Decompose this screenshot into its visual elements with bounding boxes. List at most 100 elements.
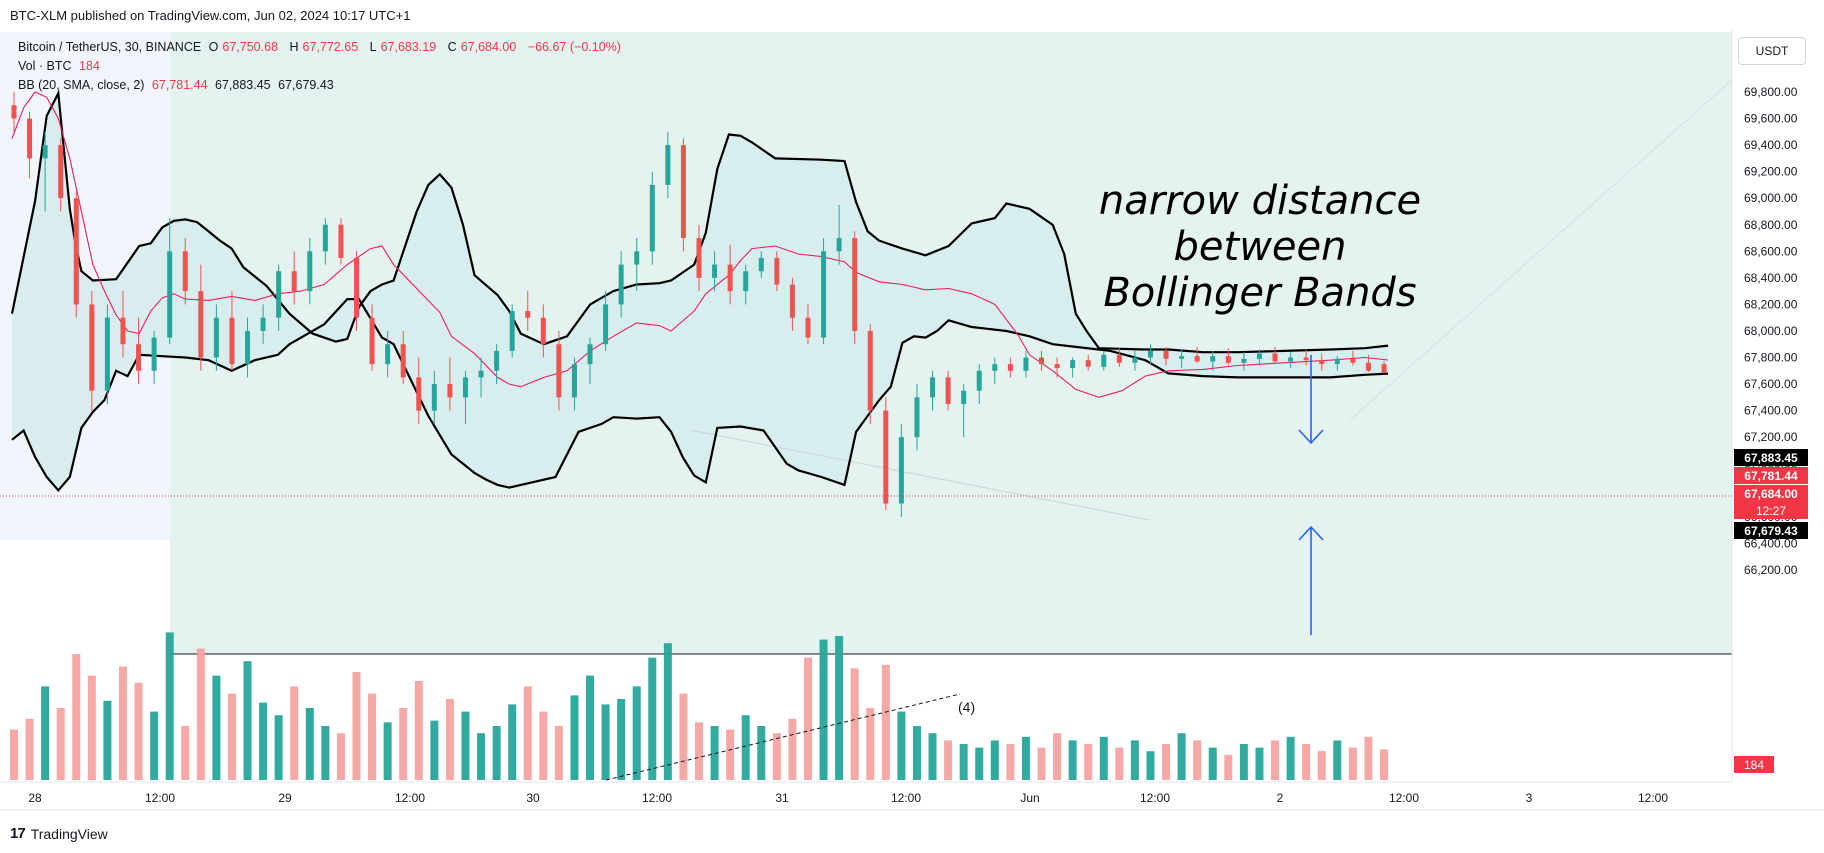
volume-bar: [897, 711, 906, 780]
candle-body: [478, 370, 484, 378]
candle: [758, 251, 764, 278]
legend-bb-basis: 67,781.44: [151, 78, 208, 92]
volume-bar: [134, 682, 143, 780]
volume-bar: [1021, 736, 1030, 780]
volume-bar: [336, 733, 345, 780]
price-tick-label: 66,400.00: [1744, 536, 1798, 550]
volume-bar: [523, 686, 532, 780]
candle: [478, 357, 484, 398]
legend-bb-lower: 67,679.43: [278, 78, 334, 92]
volume-bar: [1271, 740, 1280, 780]
candle-body: [1163, 350, 1169, 359]
arrow-down[interactable]: [1298, 355, 1324, 445]
candle: [945, 370, 951, 411]
time-tick-label: 28: [28, 791, 42, 805]
candle: [1054, 357, 1060, 378]
candle: [120, 291, 126, 358]
legend-symbol[interactable]: Bitcoin / TetherUS, 30, BINANCE: [18, 40, 202, 54]
volume-bar: [352, 672, 361, 780]
candle-body: [354, 257, 359, 318]
annotation-line-1: narrow distance: [1098, 178, 1422, 224]
candle-body: [1007, 364, 1013, 371]
volume-bar: [1302, 744, 1311, 780]
volume-bar: [990, 740, 999, 780]
time-tick-label: 31: [775, 791, 789, 805]
volume-bar: [788, 718, 797, 780]
legend-open: 67,750.68: [222, 40, 279, 54]
candle: [1210, 350, 1216, 371]
candle: [805, 304, 811, 345]
candle-body: [1225, 356, 1231, 363]
annotation-text[interactable]: narrow distance between Bollinger Bands: [1060, 178, 1460, 316]
arrow-up[interactable]: [1298, 525, 1324, 635]
price-tick-label: 69,600.00: [1744, 112, 1798, 126]
candle-body: [27, 118, 33, 159]
volume-bar: [1006, 744, 1015, 780]
trendlines[interactable]: [605, 79, 1733, 781]
candle-body: [727, 264, 733, 292]
candles: [11, 92, 1387, 517]
time-axis[interactable]: 28 12:00 29 12:00 30 12:00 31 12:00 Jun 12:00 2 12:…: [28, 791, 1668, 805]
volume-bar: [1239, 744, 1248, 780]
volume-bar: [617, 699, 626, 780]
volume-bar: [1162, 744, 1171, 780]
candle-body: [1241, 358, 1247, 363]
price-chart[interactable]: (4) 69,800.00 69,600.00 69,400.00 69,200.00…: [0, 28, 1824, 824]
legend-bb-label[interactable]: BB (20, SMA, close, 2): [18, 78, 145, 92]
candle: [696, 224, 702, 292]
volume-bar: [1380, 749, 1388, 780]
volume-bar: [695, 722, 703, 780]
candle: [680, 138, 686, 252]
price-tick-label: 67,200.00: [1744, 430, 1798, 444]
legend-h-label: H: [289, 40, 299, 54]
price-tick-label: 69,200.00: [1744, 165, 1798, 179]
volume-bar: [103, 700, 112, 780]
volume-bar: [321, 726, 330, 780]
volume-bar: [1317, 751, 1326, 780]
candle: [400, 330, 406, 385]
candle: [509, 304, 515, 358]
bollinger-lower-line: [11, 298, 1389, 492]
candle-body: [1210, 356, 1216, 362]
footer-branding[interactable]: 17 TradingView: [10, 825, 108, 842]
volume-bar: [586, 675, 595, 780]
candle-body: [712, 264, 718, 278]
time-tick-label: 12:00: [145, 791, 175, 805]
volume-bar: [508, 704, 517, 780]
volume-bar: [772, 733, 781, 780]
dashed-trendline[interactable]: [605, 693, 961, 781]
volume-bar: [259, 702, 268, 780]
time-tick-label: Jun: [1020, 791, 1039, 805]
volume-bar: [570, 695, 579, 780]
candle-body: [634, 251, 640, 265]
candle-body: [821, 251, 827, 338]
candle-body: [245, 330, 251, 365]
candle-body: [1381, 364, 1387, 373]
candle-body: [182, 251, 188, 292]
candle: [151, 330, 157, 385]
volume-bar: [1130, 740, 1139, 780]
chart-area[interactable]: (4) 69,800.00 69,600.00 69,400.00 69,200.00…: [0, 28, 1824, 824]
candle-body: [1101, 354, 1107, 367]
candle-body: [11, 105, 17, 119]
volume-bar: [959, 744, 968, 780]
volume-bar: [72, 654, 81, 780]
candle-body: [1147, 350, 1153, 358]
currency-selector[interactable]: USDT: [1738, 37, 1806, 65]
candle: [416, 357, 422, 424]
candle-body: [867, 330, 873, 411]
candle: [369, 304, 375, 371]
candle: [1163, 346, 1169, 366]
volume-bar: [87, 675, 96, 780]
volume-bar: [445, 699, 454, 780]
candle: [649, 171, 655, 265]
price-tick-label: 69,400.00: [1744, 138, 1798, 152]
price-tick-label: 68,200.00: [1744, 297, 1798, 311]
candle-body: [883, 410, 889, 504]
legend-vol-label[interactable]: Vol · BTC: [18, 59, 72, 73]
candle: [213, 304, 219, 371]
publish-header: BTC-XLM published on TradingView.com, Ju…: [10, 8, 411, 23]
candle-body: [104, 317, 110, 391]
annotation-line-3: Bollinger Bands: [1103, 270, 1417, 316]
candle: [867, 324, 873, 424]
